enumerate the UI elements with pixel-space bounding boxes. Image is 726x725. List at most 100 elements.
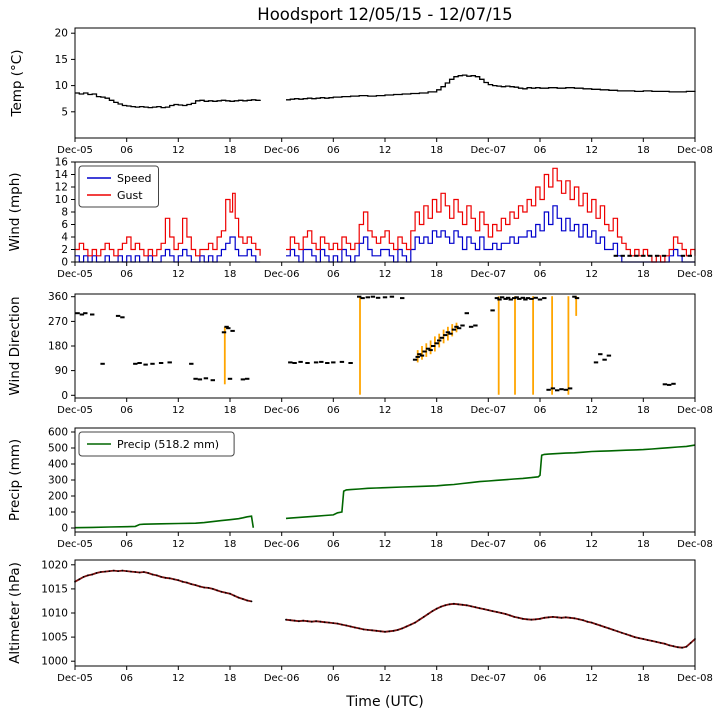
altimeter-marker [448, 603, 451, 606]
y-tick-label: 1010 [41, 608, 68, 620]
wind-direction-point [227, 377, 233, 380]
wind-direction-point [497, 298, 502, 301]
x-tick-label: 18 [430, 269, 443, 280]
wind-direction-point [512, 297, 517, 300]
wind-direction-point [445, 331, 451, 334]
x-tick-label: 06 [534, 405, 547, 416]
altimeter-marker [547, 616, 550, 619]
x-tick-label: 06 [327, 673, 340, 684]
wind-point [627, 254, 632, 257]
legend-label: Speed [117, 172, 151, 185]
altimeter-marker [130, 570, 132, 573]
altimeter-marker [298, 620, 300, 623]
x-tick-label: Dec-07 [470, 673, 506, 684]
altimeter-marker [440, 605, 442, 608]
x-tick-label: 06 [327, 539, 340, 550]
wind-direction-point [574, 297, 580, 300]
altimeter-marker [629, 634, 632, 637]
altimeter-marker [638, 637, 640, 639]
altimeter-marker [504, 613, 507, 615]
x-tick-label: Dec-07 [470, 405, 506, 416]
wind-direction-point [137, 362, 142, 364]
altimeter-marker [491, 610, 494, 612]
wind-direction-point [529, 297, 534, 300]
x-tick-label: Dec-06 [264, 145, 300, 156]
altimeter-marker [125, 570, 128, 572]
x-tick-label: 06 [534, 145, 547, 156]
altimeter-marker [328, 621, 330, 624]
x-tick-label: 06 [327, 405, 340, 416]
altimeter-marker [409, 623, 412, 626]
wind-direction-point [431, 345, 436, 347]
altimeter-marker [78, 578, 81, 581]
wind-point [648, 254, 653, 257]
altimeter-marker [181, 580, 184, 583]
altimeter-marker [194, 584, 197, 586]
x-tick-label: 18 [430, 145, 443, 156]
wind-direction-point [454, 325, 459, 328]
wind-direction-point [305, 362, 310, 364]
y-tick-label: 8 [61, 207, 68, 219]
wind-point [687, 254, 692, 257]
wind-direction-point [417, 353, 422, 356]
x-tick-label: Dec-07 [470, 269, 506, 280]
x-tick-label: 12 [172, 539, 185, 550]
y-tick-label: 1005 [41, 632, 68, 644]
y-tick-label: 1020 [41, 559, 68, 571]
wind-point [654, 254, 660, 257]
temperature-line [286, 74, 696, 101]
x-tick-label: 18 [637, 539, 650, 550]
altimeter-marker [556, 616, 559, 619]
x-tick-label: Dec-08 [677, 269, 713, 280]
wind-point [634, 254, 639, 257]
x-tick-label: 06 [120, 673, 133, 684]
altimeter-marker [108, 570, 111, 572]
wind-direction-point [189, 362, 194, 365]
wind-direction-point [143, 363, 148, 366]
axes-box [74, 559, 696, 667]
altimeter-marker [564, 616, 567, 619]
wind-direction-point [83, 312, 88, 315]
axes-box [74, 293, 696, 399]
altimeter-marker [676, 646, 679, 649]
legend-label: Precip (518.2 mm) [117, 438, 219, 451]
y-tick-label: 600 [48, 427, 68, 439]
wind-direction-point [313, 361, 319, 364]
wind-direction-point [375, 296, 381, 299]
x-tick-label: 18 [637, 673, 650, 684]
y-tick-label: 4 [61, 232, 68, 244]
x-tick-label: 06 [327, 145, 340, 156]
wind-direction-point [365, 296, 370, 299]
altimeter-marker [608, 627, 610, 630]
wind-direction-point [90, 313, 95, 316]
wind-direction-point [203, 377, 209, 380]
wind-direction-point [348, 362, 353, 364]
x-axis-label: Time (UTC) [346, 694, 424, 710]
x-tick-label: Dec-05 [57, 405, 93, 416]
wind-direction-point [224, 325, 229, 328]
wind-direction-point [464, 312, 469, 315]
panel-precip: 0 100 200 300 400 500 600 Dec-05 06 12 18 Dec-06 06 1… [48, 427, 713, 551]
x-tick-label: Dec-07 [470, 145, 506, 156]
altimeter-marker [513, 616, 516, 618]
altimeter-marker [500, 612, 503, 614]
altimeter-marker [371, 629, 373, 632]
wind-direction-point [567, 387, 573, 390]
x-tick-label: 06 [327, 269, 340, 280]
wind-direction-point [167, 361, 172, 364]
altimeter-marker [405, 625, 408, 628]
x-tick-label: Dec-08 [677, 405, 713, 416]
altimeter-marker [207, 587, 210, 589]
altimeter-marker [616, 630, 619, 633]
y-tick-label: 0 [61, 523, 68, 535]
y-tick-label: 0 [61, 257, 68, 269]
wind-direction-point [120, 316, 125, 319]
x-tick-label: Dec-08 [677, 673, 713, 684]
wind-direction-point [400, 297, 405, 300]
y-tick-label: 500 [48, 443, 68, 455]
altimeter-marker [203, 586, 206, 589]
wind-direction-point [525, 297, 531, 300]
altimeter-marker [681, 646, 683, 649]
altimeter-marker [199, 585, 201, 588]
